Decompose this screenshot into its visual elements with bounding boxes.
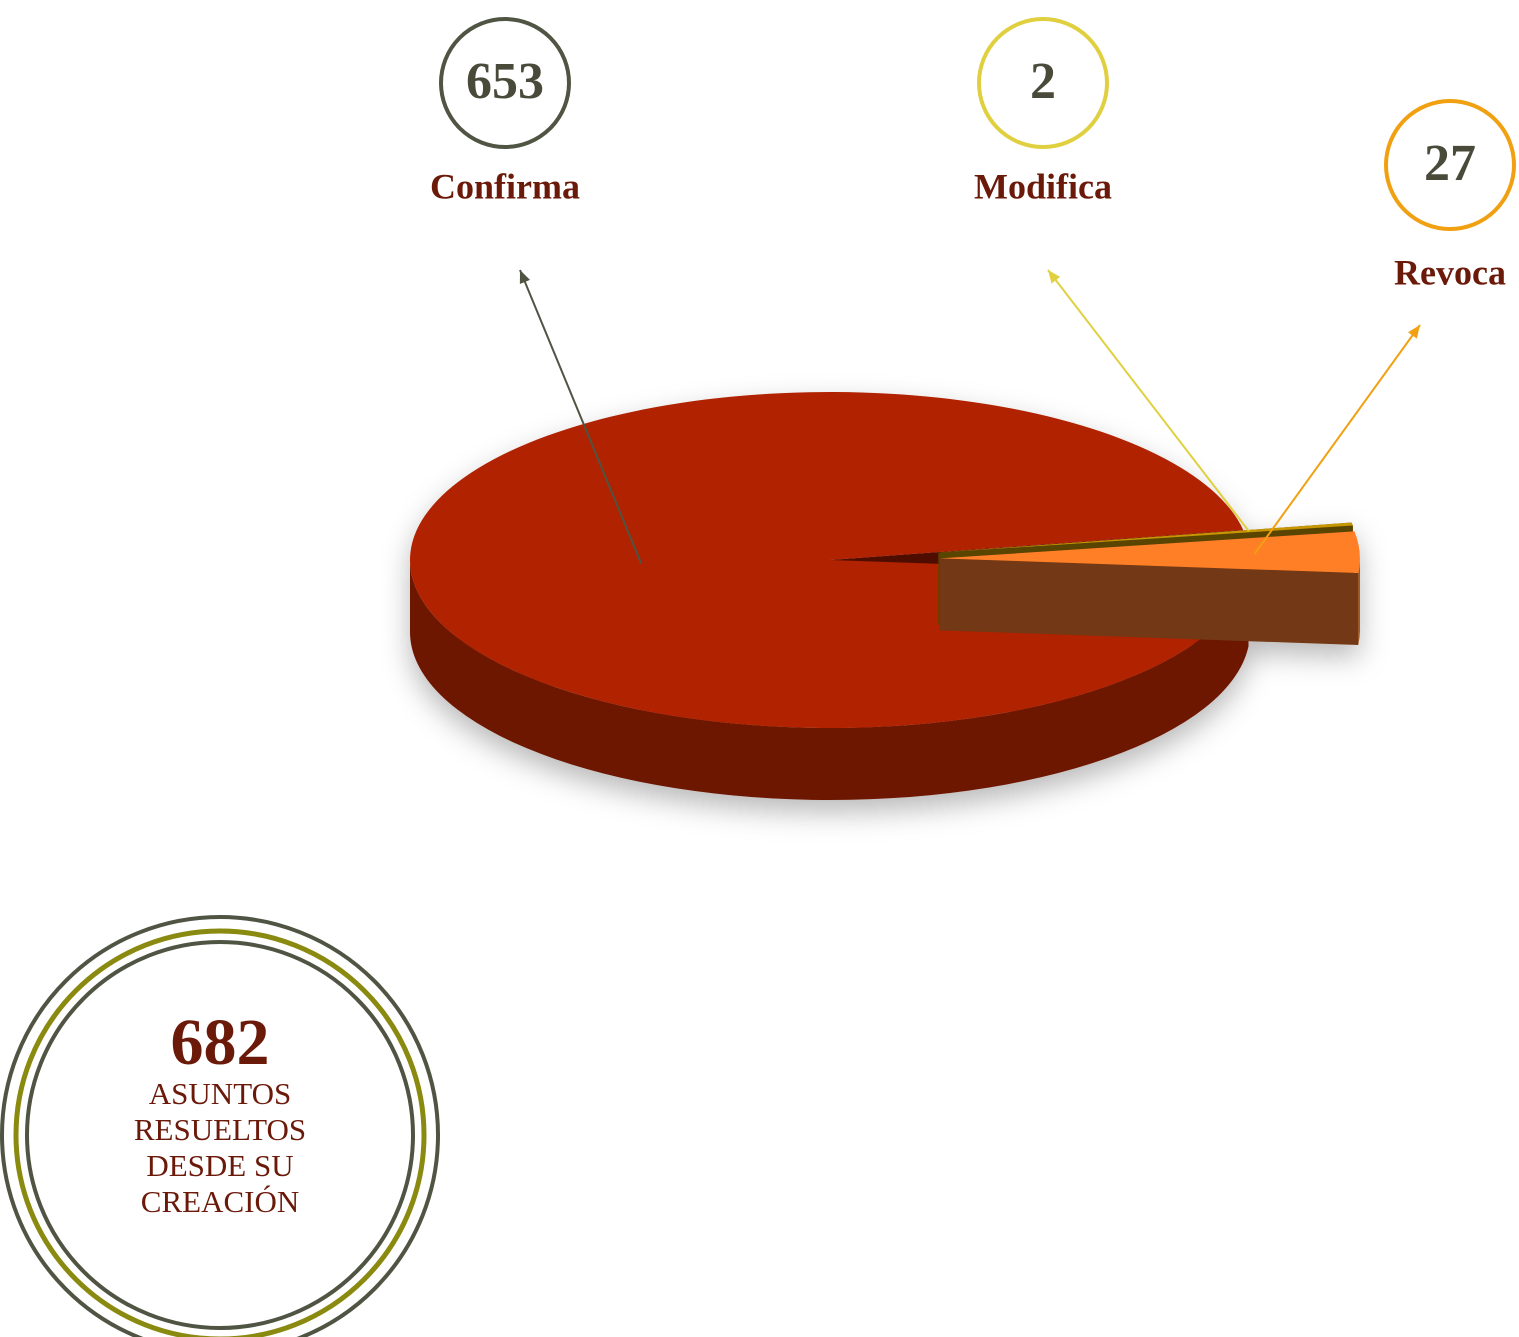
total-ring-middle [13,928,427,1337]
slice [939,531,1360,646]
data-label: 653 [466,53,544,110]
leader-arrow [1048,270,1061,284]
pie [410,392,1360,800]
total-label: ASUNTOS RESUELTOS DESDE SU CREACIÓN [133,1076,307,1219]
category-label: Modifica [974,166,1112,206]
value-ring [439,17,571,149]
slice [410,392,1249,800]
leader-line [1253,324,1421,555]
leader-line [519,269,643,564]
total-ring-outer [0,915,440,1337]
value-ring [1384,99,1516,231]
data-label: 27 [1424,135,1476,192]
slice-outer-wall [410,560,1249,800]
category-label: Confirma [430,166,580,206]
slice-top [939,531,1360,574]
leader-arrow [1408,325,1420,339]
leader-arrow [519,270,530,284]
slice-cut-wall [939,558,1359,646]
total-ring-inner [25,940,415,1330]
value-ring [977,17,1109,149]
data-label: 2 [1030,53,1056,110]
total-box: 682 ASUNTOS RESUELTOS DESDE SU CREACIÓN [95,1010,345,1220]
leader-line [1047,269,1250,532]
slice-top [410,392,1249,729]
slice-top [938,522,1353,553]
total-value: 682 [170,1006,270,1079]
slice-outer-wall [1358,558,1360,646]
category-label: Revoca [1394,252,1506,292]
